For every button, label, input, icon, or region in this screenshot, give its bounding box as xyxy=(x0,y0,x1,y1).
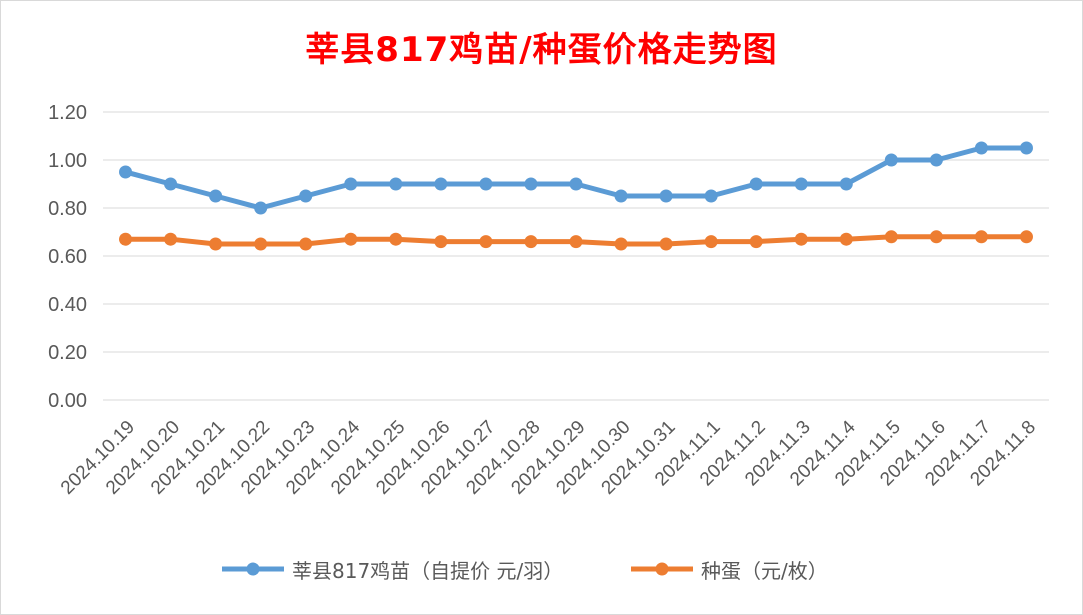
data-point-s1-11 xyxy=(614,237,628,251)
data-point-s1-0 xyxy=(119,232,133,246)
data-point-s0-2 xyxy=(209,189,223,203)
data-point-s1-9 xyxy=(524,235,538,249)
legend: 莘县817鸡苗（自提价 元/羽） 种蛋（元/枚） xyxy=(0,553,1083,585)
data-point-s1-8 xyxy=(479,235,493,249)
data-point-s1-2 xyxy=(209,237,223,251)
data-point-s1-20 xyxy=(1019,230,1033,244)
data-point-s0-19 xyxy=(974,141,988,155)
data-point-s0-4 xyxy=(299,189,313,203)
data-point-s0-9 xyxy=(524,177,538,191)
data-point-s0-8 xyxy=(479,177,493,191)
data-point-s0-18 xyxy=(929,153,943,167)
data-point-s0-5 xyxy=(344,177,358,191)
data-point-s0-11 xyxy=(614,189,628,203)
chart-title: 莘县817鸡苗/种蛋价格走势图 xyxy=(305,30,778,70)
legend-item-chick: 莘县817鸡苗（自提价 元/羽） xyxy=(222,553,563,585)
data-point-s1-18 xyxy=(929,230,943,244)
data-point-s1-10 xyxy=(569,235,583,249)
y-tick-label-5: 1.00 xyxy=(48,150,87,172)
y-tick-label-6: 1.20 xyxy=(48,102,87,124)
y-tick-label-1: 0.20 xyxy=(48,342,87,364)
legend-label-chick: 莘县817鸡苗（自提价 元/羽） xyxy=(292,558,564,583)
data-point-s1-13 xyxy=(704,235,718,249)
data-point-s1-19 xyxy=(974,230,988,244)
data-point-s1-6 xyxy=(389,232,403,246)
data-point-s0-7 xyxy=(434,177,448,191)
data-point-s0-6 xyxy=(389,177,403,191)
data-point-s1-12 xyxy=(659,237,673,251)
data-point-s1-5 xyxy=(344,232,358,246)
legend-swatch-chick xyxy=(222,562,284,576)
data-point-s0-12 xyxy=(659,189,673,203)
data-point-s1-14 xyxy=(749,235,763,249)
data-point-s1-3 xyxy=(254,237,268,251)
data-point-s1-4 xyxy=(299,237,313,251)
y-tick-label-2: 0.40 xyxy=(48,294,87,316)
legend-label-egg: 种蛋（元/枚） xyxy=(701,558,828,583)
data-point-s1-7 xyxy=(434,235,448,249)
data-point-s0-17 xyxy=(884,153,898,167)
data-point-s0-3 xyxy=(254,201,268,215)
legend-swatch-egg xyxy=(631,562,693,576)
data-point-s0-0 xyxy=(119,165,133,179)
data-point-s1-17 xyxy=(884,230,898,244)
data-point-s0-16 xyxy=(839,177,853,191)
data-point-s1-1 xyxy=(164,232,178,246)
data-point-s0-1 xyxy=(164,177,178,191)
y-tick-label-0: 0.00 xyxy=(48,390,87,412)
data-point-s0-20 xyxy=(1019,141,1033,155)
y-tick-label-3: 0.60 xyxy=(48,246,87,268)
data-point-s0-14 xyxy=(749,177,763,191)
data-point-s0-10 xyxy=(569,177,583,191)
data-point-s1-15 xyxy=(794,232,808,246)
legend-item-egg: 种蛋（元/枚） xyxy=(631,553,828,585)
data-point-s0-13 xyxy=(704,189,718,203)
data-point-s0-15 xyxy=(794,177,808,191)
data-point-s1-16 xyxy=(839,232,853,246)
y-tick-label-4: 0.80 xyxy=(48,198,87,220)
